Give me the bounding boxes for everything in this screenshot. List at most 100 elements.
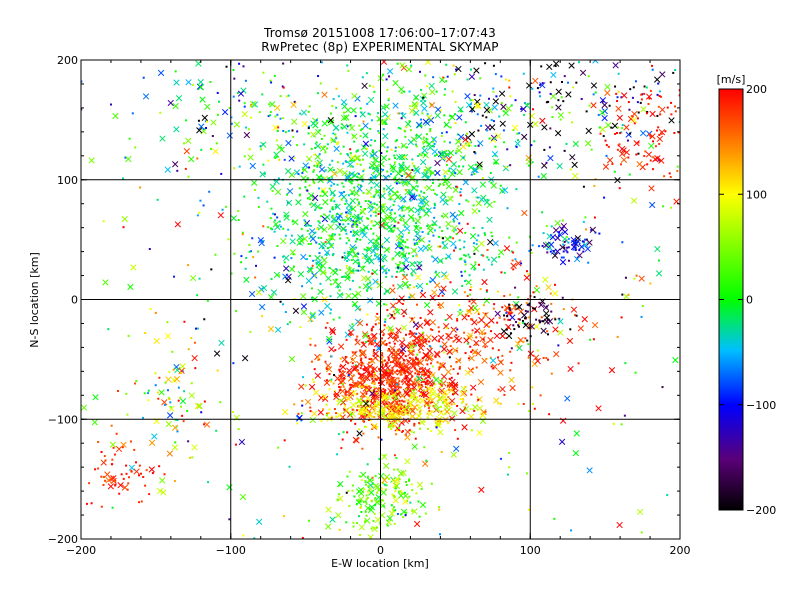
data-point-dot xyxy=(467,253,470,256)
data-point-dot xyxy=(378,401,381,404)
data-point-x xyxy=(339,363,347,371)
data-point-x xyxy=(501,187,509,194)
data-point-dot xyxy=(310,242,313,245)
data-point-dot xyxy=(203,318,206,321)
data-point-x xyxy=(417,205,425,212)
data-point-dot xyxy=(362,192,365,195)
data-point-x xyxy=(133,468,140,475)
data-point-dot xyxy=(570,121,573,124)
data-point-dot xyxy=(269,227,272,230)
data-point-dot xyxy=(393,506,396,509)
data-point-dot xyxy=(549,92,552,95)
data-point-dot xyxy=(370,357,373,360)
data-point-dot xyxy=(366,282,369,285)
data-point-dot xyxy=(365,249,368,252)
data-point-dot xyxy=(365,392,368,395)
data-point-dot xyxy=(345,199,348,202)
data-point-dot xyxy=(336,143,339,146)
data-point-dot xyxy=(509,332,512,335)
data-point-x xyxy=(362,400,370,407)
data-point-dot xyxy=(238,62,241,65)
data-point-x xyxy=(166,450,174,457)
data-point-dot xyxy=(455,149,458,152)
data-point-dot xyxy=(414,97,417,100)
data-point-x xyxy=(472,404,479,411)
data-point-x xyxy=(521,133,528,141)
data-point-x xyxy=(409,407,416,414)
data-point-dot xyxy=(485,290,488,293)
data-point-dot xyxy=(372,397,375,400)
data-point-dot xyxy=(351,279,354,282)
data-point-x xyxy=(540,172,547,180)
data-point-dot xyxy=(368,361,371,364)
data-point-dot xyxy=(169,401,172,404)
data-point-x xyxy=(569,154,576,161)
data-point-x xyxy=(503,245,511,252)
data-point-dot xyxy=(349,213,352,216)
data-point-dot xyxy=(378,457,381,460)
data-point-dot xyxy=(445,199,448,202)
data-point-dot xyxy=(386,369,389,372)
data-point-x xyxy=(405,171,412,179)
data-point-dot xyxy=(138,464,141,467)
data-point-dot xyxy=(405,388,408,391)
data-point-x xyxy=(284,277,292,284)
data-point-dot xyxy=(396,227,399,230)
data-point-dot xyxy=(338,223,341,226)
data-point-x xyxy=(493,158,500,165)
data-point-dot xyxy=(333,393,336,396)
data-point-dot xyxy=(453,113,456,116)
data-point-x xyxy=(410,379,417,386)
data-point-dot xyxy=(378,322,381,325)
data-point-dot xyxy=(408,333,411,336)
data-point-dot xyxy=(450,417,453,420)
data-point-x xyxy=(370,173,378,181)
data-point-dot xyxy=(331,206,334,209)
data-point-dot xyxy=(306,178,309,181)
data-point-dot xyxy=(357,261,360,264)
data-point-dot xyxy=(325,412,328,415)
data-point-dot xyxy=(411,357,414,360)
data-point-dot xyxy=(370,119,373,122)
data-point-dot xyxy=(416,243,419,246)
data-point-dot xyxy=(669,175,672,178)
data-point-dot xyxy=(346,475,349,478)
data-point-dot xyxy=(446,152,449,155)
data-point-dot xyxy=(332,382,335,385)
data-point-dot xyxy=(290,257,293,260)
data-point-dot xyxy=(505,311,508,314)
data-point-x xyxy=(280,237,287,245)
data-point-dot xyxy=(273,230,276,233)
data-point-x xyxy=(365,283,373,291)
data-point-x xyxy=(300,309,308,316)
data-point-dot xyxy=(415,492,418,495)
data-point-dot xyxy=(346,152,349,155)
data-point-x xyxy=(639,129,647,137)
data-point-x xyxy=(164,332,172,340)
data-point-dot xyxy=(383,416,386,419)
data-point-x xyxy=(445,183,452,190)
data-point-dot xyxy=(369,201,372,204)
data-point-dot xyxy=(674,68,677,71)
data-point-dot xyxy=(651,168,654,171)
data-point-dot xyxy=(354,221,357,224)
data-point-dot xyxy=(498,115,501,118)
data-point-dot xyxy=(480,124,483,127)
data-point-x xyxy=(321,393,328,400)
data-point-dot xyxy=(370,221,373,224)
data-point-dot xyxy=(322,408,325,411)
data-point-dot xyxy=(251,237,254,240)
data-point-dot xyxy=(122,477,125,480)
data-point-dot xyxy=(483,232,486,235)
data-point-dot xyxy=(400,175,403,178)
data-point-dot xyxy=(481,176,484,179)
data-point-dot xyxy=(602,100,605,103)
data-point-dot xyxy=(205,120,208,123)
data-point-dot xyxy=(372,389,375,392)
data-point-dot xyxy=(245,256,248,259)
data-point-x xyxy=(310,201,317,209)
data-point-dot xyxy=(392,305,395,308)
data-point-dot xyxy=(412,389,415,392)
data-point-dot xyxy=(306,176,309,179)
data-point-dot xyxy=(329,308,332,311)
